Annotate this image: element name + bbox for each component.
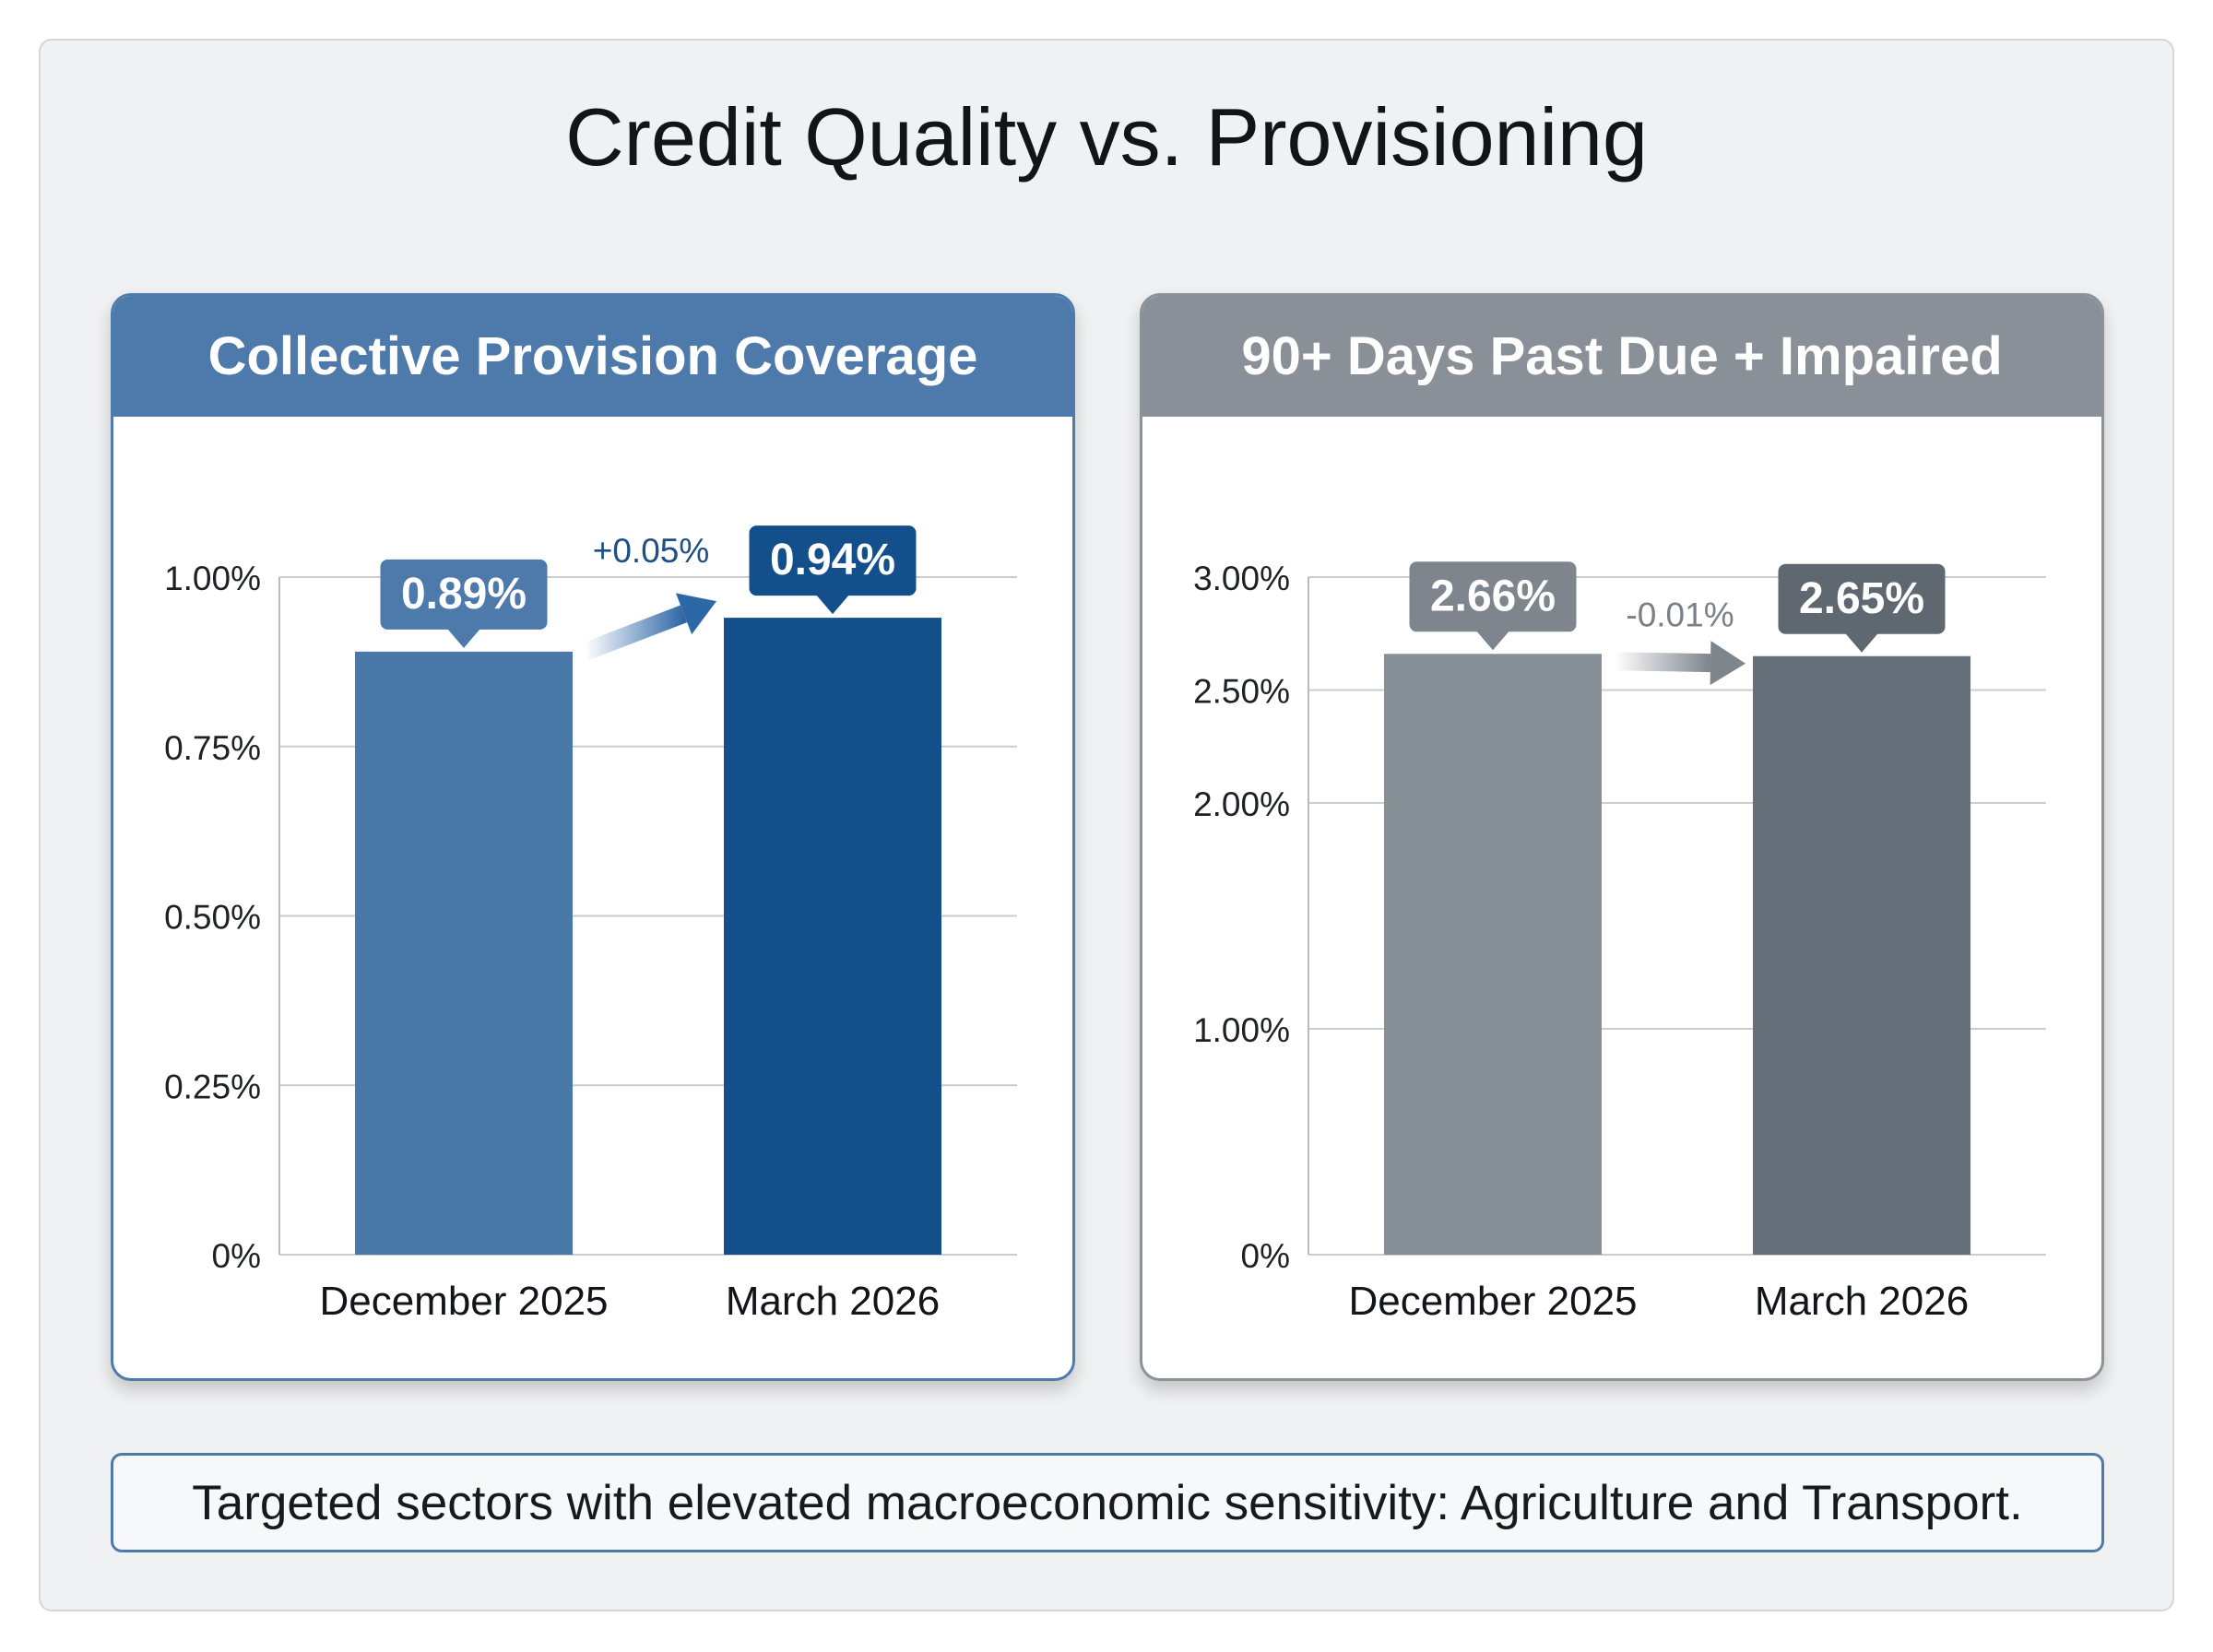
- svg-text:2.66%: 2.66%: [1430, 572, 1556, 620]
- footnote: Targeted sectors with elevated macroecon…: [111, 1453, 2104, 1552]
- y-tick-label: 0%: [212, 1237, 261, 1275]
- past-due-chart: 0% 1.00% 2.00% 2.50% 3.00% December 2025 2.66%…: [1193, 560, 2046, 1324]
- y-tick-label: 1.00%: [164, 560, 261, 597]
- change-arrow-head: [1710, 641, 1746, 686]
- change-arrow: [582, 605, 688, 661]
- change-arrow-head: [675, 593, 716, 635]
- provision-coverage-panel: Collective Provision Coverage 0% 0.25% 0.5…: [111, 293, 1075, 1381]
- x-tick-label: March 2026: [726, 1279, 940, 1324]
- provision-coverage-chart: 0% 0.25% 0.50% 0.75% 1.00% December 2025 0.89%…: [164, 525, 1017, 1324]
- bar: [355, 651, 573, 1255]
- svg-text:2.65%: 2.65%: [1799, 574, 1924, 623]
- y-tick-label: 0.75%: [164, 729, 261, 767]
- x-tick-label: December 2025: [1348, 1279, 1637, 1324]
- bar: [1384, 654, 1602, 1255]
- x-tick-label: March 2026: [1755, 1279, 1969, 1324]
- y-tick-label: 2.50%: [1193, 673, 1290, 711]
- change-arrow: [1614, 652, 1711, 673]
- svg-text:0.89%: 0.89%: [401, 570, 527, 619]
- y-tick-label: 0%: [1241, 1237, 1290, 1275]
- data-label: 0.89%: [380, 559, 548, 648]
- y-tick-label: 1.00%: [1193, 1011, 1290, 1049]
- bar: [1753, 655, 1970, 1255]
- data-label: 2.65%: [1778, 563, 1946, 653]
- past-due-panel: 90+ Days Past Due + Impaired 0% 1.00% 2.00…: [1140, 293, 2104, 1381]
- bar: [724, 618, 941, 1255]
- panel-title: 90+ Days Past Due + Impaired: [1142, 296, 2101, 417]
- data-label: 0.94%: [749, 525, 917, 615]
- y-tick-label: 0.25%: [164, 1068, 261, 1105]
- change-label: -0.01%: [1626, 596, 1734, 633]
- y-tick-label: 3.00%: [1193, 560, 1290, 597]
- x-tick-label: December 2025: [319, 1279, 608, 1324]
- change-label: +0.05%: [593, 532, 710, 570]
- data-label: 2.66%: [1409, 561, 1577, 651]
- y-tick-label: 2.00%: [1193, 785, 1290, 823]
- page-title: Credit Quality vs. Provisioning: [565, 91, 1648, 183]
- y-tick-label: 0.50%: [164, 899, 261, 937]
- svg-text:0.94%: 0.94%: [770, 536, 895, 584]
- panel-title: Collective Provision Coverage: [113, 296, 1072, 417]
